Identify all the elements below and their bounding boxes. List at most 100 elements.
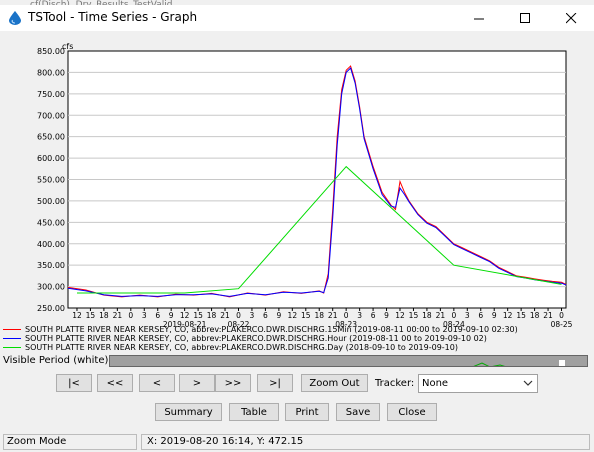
visible-period-bar[interactable] <box>109 355 588 367</box>
minimize-icon <box>473 18 484 19</box>
visible-period-window[interactable] <box>559 360 565 367</box>
y-axis-label: cfs <box>62 42 73 51</box>
first-button[interactable]: |< <box>56 374 92 392</box>
x-tick-label: 21 <box>543 311 553 320</box>
zoom-out-button[interactable]: Zoom Out <box>301 374 368 392</box>
x-tick-label: 21 <box>328 311 338 320</box>
x-tick-label: 21 <box>220 311 230 320</box>
y-tick-label: 400.00 <box>37 240 65 249</box>
close-button[interactable]: Close <box>387 403 437 421</box>
summary-button[interactable]: Summary <box>155 403 222 421</box>
status-mode: Zoom Mode <box>3 434 137 450</box>
previous-button[interactable]: < <box>139 374 175 392</box>
x-tick-label: 9 <box>276 311 281 320</box>
tracker-select[interactable]: None <box>418 374 538 393</box>
x-tick-label: 21 <box>436 311 446 320</box>
x-tick-label: 15 <box>86 311 96 320</box>
series-line-day <box>77 165 562 294</box>
x-tick-label: 3 <box>357 311 362 320</box>
table-button[interactable]: Table <box>229 403 279 421</box>
x-tick-label: 0 <box>344 311 349 320</box>
x-tick-label: 12 <box>72 311 82 320</box>
legend-swatch <box>3 347 21 348</box>
legend-item-day: SOUTH PLATTE RIVER NEAR KERSEY, CO, abbr… <box>3 343 458 352</box>
x-tick-label: 0 <box>128 311 133 320</box>
x-tick-label: 18 <box>314 311 324 320</box>
y-tick-label: 750.00 <box>37 90 65 99</box>
graph-window: TSTool - Time Series - Graph 250.00 300.0… <box>0 5 594 452</box>
legend-label: SOUTH PLATTE RIVER NEAR KERSEY, CO, abbr… <box>25 334 487 343</box>
x-tick-label: 6 <box>155 311 160 320</box>
y-tick-label: 250.00 <box>37 304 65 313</box>
tracker-label: Tracker: <box>375 378 415 389</box>
x-date-label: 08-22 <box>228 320 250 329</box>
y-tick-label: 850.00 <box>37 47 65 56</box>
x-tick-label: 18 <box>530 311 540 320</box>
legend: SOUTH PLATTE RIVER NEAR KERSEY, CO, abbr… <box>0 325 594 355</box>
x-tick-label: 9 <box>169 311 174 320</box>
visible-period-overview <box>473 360 565 367</box>
minimize-button[interactable] <box>456 5 502 31</box>
x-tick-label: 18 <box>207 311 217 320</box>
x-tick-label: 12 <box>288 311 298 320</box>
x-date-label: 08-25 <box>551 320 573 329</box>
x-tick-label: 9 <box>384 311 389 320</box>
y-tick-label: 350.00 <box>37 261 65 270</box>
y-tick-label: 700.00 <box>37 111 65 120</box>
x-date-label: 2019-08-21 <box>163 320 207 329</box>
x-tick-label: 3 <box>142 311 147 320</box>
close-window-button[interactable] <box>548 5 594 31</box>
x-tick-label: 6 <box>263 311 268 320</box>
x-tick-label: 6 <box>371 311 376 320</box>
x-tick-label: 15 <box>301 311 311 320</box>
legend-swatch <box>3 338 21 339</box>
status-coordinates: X: 2019-08-20 16:14, Y: 472.15 <box>141 434 590 450</box>
graph-canvas[interactable]: 250.00 300.00 350.00 400.00 450.00 500.00 550.… <box>0 31 594 331</box>
x-tick-label: 12 <box>503 311 513 320</box>
visible-period-row: Visible Period (white): <box>0 354 594 369</box>
last-button[interactable]: >| <box>257 374 293 392</box>
x-date-label: 08-23 <box>335 320 357 329</box>
legend-item-hour: SOUTH PLATTE RIVER NEAR KERSEY, CO, abbr… <box>3 334 487 343</box>
x-tick-label: 15 <box>516 311 526 320</box>
visible-period-label: Visible Period (white): <box>3 355 112 366</box>
series-line-hour <box>67 67 567 297</box>
background-window-text: cf(Disch), Dry_Results_TestValid... <box>30 0 182 5</box>
x-tick-label: 12 <box>180 311 190 320</box>
status-bar: Zoom Mode X: 2019-08-20 16:14, Y: 472.15 <box>0 430 594 452</box>
x-tick-label: 3 <box>250 311 255 320</box>
save-button[interactable]: Save <box>336 403 380 421</box>
x-tick-label: 0 <box>559 311 564 320</box>
maximize-button[interactable] <box>502 5 548 31</box>
x-tick-label: 6 <box>478 311 483 320</box>
x-tick-label: 9 <box>492 311 497 320</box>
x-tick-label: 15 <box>193 311 203 320</box>
y-tick-label: 800.00 <box>37 68 65 77</box>
x-tick-label: 3 <box>465 311 470 320</box>
y-tick-label: 550.00 <box>37 176 65 185</box>
x-tick-label: 21 <box>113 311 123 320</box>
window-title: TSTool - Time Series - Graph <box>28 10 198 24</box>
x-tick-label: 0 <box>451 311 456 320</box>
x-tick-label: 0 <box>236 311 241 320</box>
next-button[interactable]: > <box>179 374 215 392</box>
water-drop-icon <box>9 11 21 25</box>
legend-item-15min: SOUTH PLATTE RIVER NEAR KERSEY, CO, abbr… <box>3 325 518 334</box>
x-tick-label: 18 <box>99 311 109 320</box>
close-icon <box>565 12 576 23</box>
tracker-value: None <box>422 378 449 389</box>
legend-label: SOUTH PLATTE RIVER NEAR KERSEY, CO, abbr… <box>25 325 518 334</box>
y-tick-label: 500.00 <box>37 197 65 206</box>
title-bar[interactable]: TSTool - Time Series - Graph <box>0 5 594 31</box>
x-tick-label: 18 <box>422 311 432 320</box>
y-tick-label: 450.00 <box>37 218 65 227</box>
maximize-icon <box>519 12 530 23</box>
legend-swatch <box>3 329 21 330</box>
print-button[interactable]: Print <box>285 403 329 421</box>
x-date-label: 08-24 <box>443 320 465 329</box>
next-page-button[interactable]: >> <box>215 374 251 392</box>
chevron-down-icon <box>523 380 533 386</box>
previous-page-button[interactable]: << <box>97 374 133 392</box>
time-series-chart[interactable]: 250.00 300.00 350.00 400.00 450.00 500.00 550.… <box>0 31 594 331</box>
y-tick-label: 600.00 <box>37 154 65 163</box>
